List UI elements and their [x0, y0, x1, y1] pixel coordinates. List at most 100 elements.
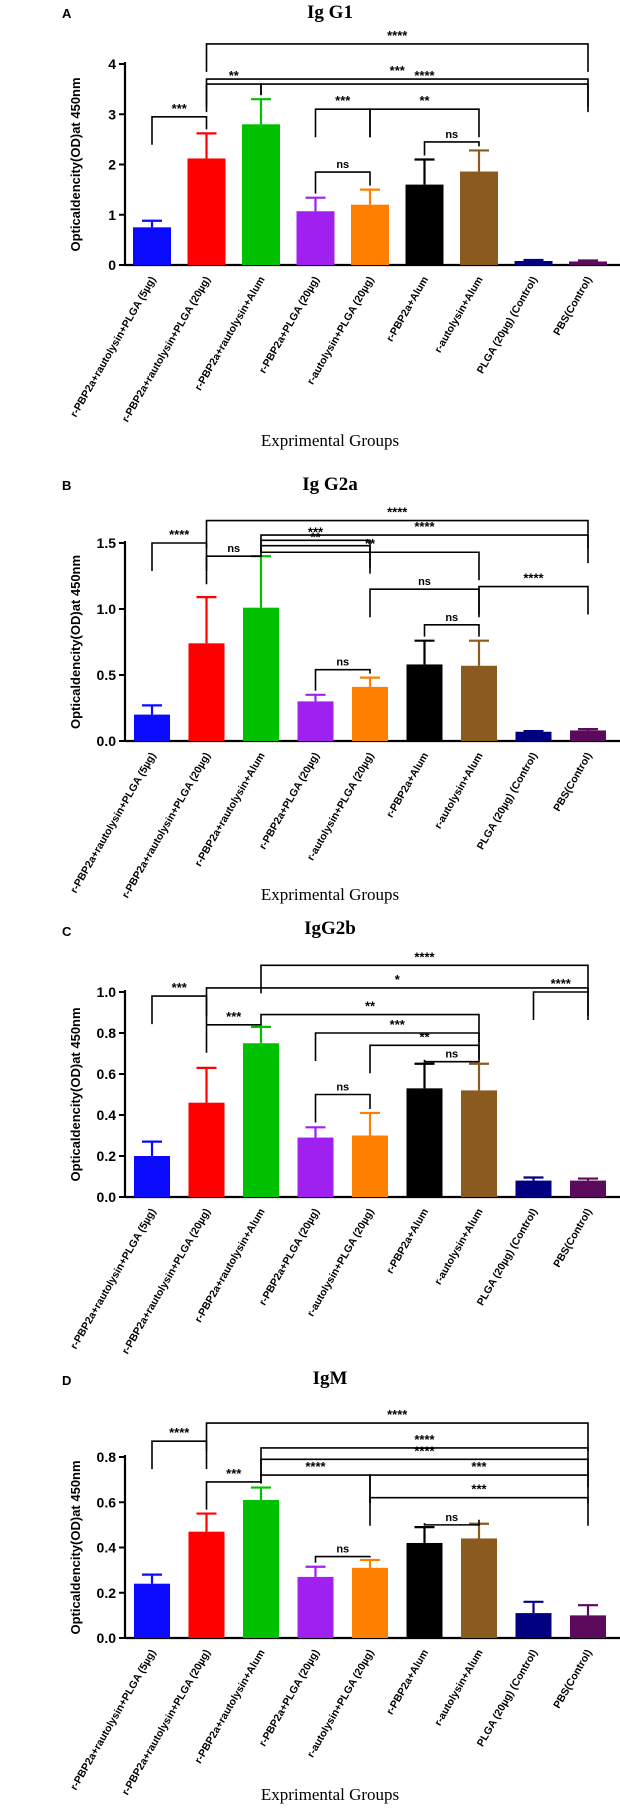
significance-bracket — [369, 1474, 589, 1504]
significance-label: **** — [414, 68, 435, 83]
y-axis-label: Opticaldencity(OD)at 450nm — [68, 555, 83, 729]
x-axis-label: Exprimental Groups — [261, 1785, 399, 1804]
significance-label: ns — [336, 1544, 349, 1556]
significance-bracket — [260, 964, 589, 994]
category-label: r-PBP2a+PLGA (20µg) — [257, 1207, 322, 1308]
chart-panel-c: C IgG2b Opticaldencity(OD)at 450nm 0.0 0.2 0.… — [62, 918, 620, 1356]
significance-label: *** — [308, 524, 324, 539]
bar-7 — [461, 665, 497, 741]
significance-label: **** — [387, 28, 408, 43]
bar-9 — [570, 730, 606, 741]
significance-bracket — [423, 624, 480, 637]
panel-letter: B — [62, 478, 71, 493]
y-tick-label: 0.0 — [97, 1630, 117, 1646]
significance-bracket — [532, 991, 589, 1020]
bar-2 — [188, 1102, 225, 1197]
significance-bracket — [205, 987, 589, 1016]
significance-label: ** — [310, 530, 321, 545]
bar-8 — [515, 1180, 552, 1197]
significance-bracket — [423, 1519, 480, 1526]
bar-8 — [514, 260, 553, 265]
bar-1 — [134, 1583, 170, 1638]
bar-1 — [134, 714, 170, 741]
y-tick-label: 0.4 — [97, 1107, 117, 1123]
y-tick-label: 0.6 — [97, 1066, 117, 1082]
y-tick-label: 0.4 — [97, 1540, 117, 1556]
significance-label: **** — [169, 527, 190, 542]
bar-9 — [570, 1615, 606, 1638]
y-tick-label: 4 — [108, 56, 116, 72]
significance-bracket — [423, 1059, 480, 1063]
significance-bracket — [151, 115, 208, 145]
significance-bracket — [314, 1093, 371, 1123]
significance-label: ns — [418, 576, 431, 588]
significance-bracket — [314, 171, 371, 194]
category-label: PLGA (20µg) (Control) — [475, 1648, 540, 1749]
significance-label: **** — [414, 519, 435, 534]
category-label: PLGA (20µg) (Control) — [475, 751, 540, 852]
significance-label: ** — [419, 1029, 430, 1044]
significance-bracket — [369, 588, 480, 618]
significance-label: *** — [390, 1017, 406, 1032]
panel-letter: D — [62, 1373, 71, 1388]
chart-panel-d: D IgM Opticaldencity(OD)at 450nm 0.0 0.2 0.4 0… — [62, 1368, 620, 1804]
significance-label: *** — [471, 1459, 487, 1474]
chart-title: IgM — [313, 1368, 348, 1389]
significance-label: ** — [365, 999, 376, 1014]
significance-bracket — [205, 1422, 589, 1452]
bar-6 — [405, 184, 444, 265]
significance-label: **** — [551, 976, 572, 991]
significance-bracket — [205, 83, 262, 113]
significance-label: *** — [226, 1466, 242, 1481]
significance-bracket — [260, 1474, 371, 1504]
significance-label: *** — [390, 63, 406, 78]
bar-1 — [134, 1156, 170, 1197]
category-label: PBS(Control) — [551, 751, 594, 814]
category-label: r-autolysin+Alum — [432, 751, 485, 832]
category-label: r-autolysin+Alum — [432, 1207, 485, 1288]
significance-bracket — [478, 585, 589, 615]
significance-label: ns — [336, 1082, 349, 1094]
significance-bracket — [205, 78, 589, 108]
x-axis-label: Exprimental Groups — [261, 431, 399, 450]
bar-4 — [297, 1576, 334, 1638]
significance-bracket — [369, 1496, 589, 1526]
category-label: r-PBP2a+Alum — [384, 1207, 431, 1276]
bar-4 — [297, 701, 334, 741]
category-label: r-PBP2a+rautolysin+PLGA (20µg) — [120, 751, 213, 901]
category-label: r-PBP2a+rautolysin+PLGA (20µg) — [120, 275, 213, 425]
significance-bracket — [369, 108, 480, 138]
y-tick-label: 3 — [108, 106, 116, 122]
significance-label: *** — [172, 980, 188, 995]
bar-5 — [351, 204, 389, 265]
significance-bracket — [151, 995, 208, 1025]
y-tick-label: 1.0 — [97, 601, 117, 617]
category-label: r-PBP2a+Alum — [384, 1648, 431, 1717]
y-tick-label: 0.2 — [97, 1585, 117, 1601]
significance-label: **** — [523, 571, 544, 586]
chart-title: Ig G2a — [302, 474, 358, 495]
significance-bracket — [314, 1555, 371, 1563]
significance-label: **** — [387, 1407, 408, 1422]
y-tick-label: 0.0 — [97, 733, 117, 749]
category-label: PLGA (20µg) (Control) — [475, 275, 540, 376]
significance-label: **** — [305, 1459, 326, 1474]
bar-9 — [570, 1180, 606, 1197]
significance-label: ** — [365, 536, 376, 551]
significance-bracket — [151, 542, 208, 571]
y-axis-label: Opticaldencity(OD)at 450nm — [68, 77, 83, 251]
x-axis-label: Exprimental Groups — [261, 885, 399, 904]
significance-label: **** — [414, 1432, 435, 1447]
significance-label: *** — [335, 93, 351, 108]
significance-label: ns — [336, 657, 349, 669]
bar-6 — [406, 664, 443, 741]
category-label: r-PBP2a+PLGA (20µg) — [257, 1648, 322, 1749]
significance-label: ns — [445, 612, 458, 624]
category-label: r-autolysin+Alum — [432, 275, 485, 356]
significance-label: *** — [226, 1009, 242, 1024]
category-label: PBS(Control) — [551, 275, 594, 338]
y-axis-label: Opticaldencity(OD)at 450nm — [68, 1460, 83, 1634]
chart-panel-b: B Ig G2a Opticaldencity(OD)at 450nm 0.0 0.5 1… — [62, 474, 620, 904]
bar-4 — [296, 211, 335, 265]
significance-bracket — [314, 108, 371, 138]
